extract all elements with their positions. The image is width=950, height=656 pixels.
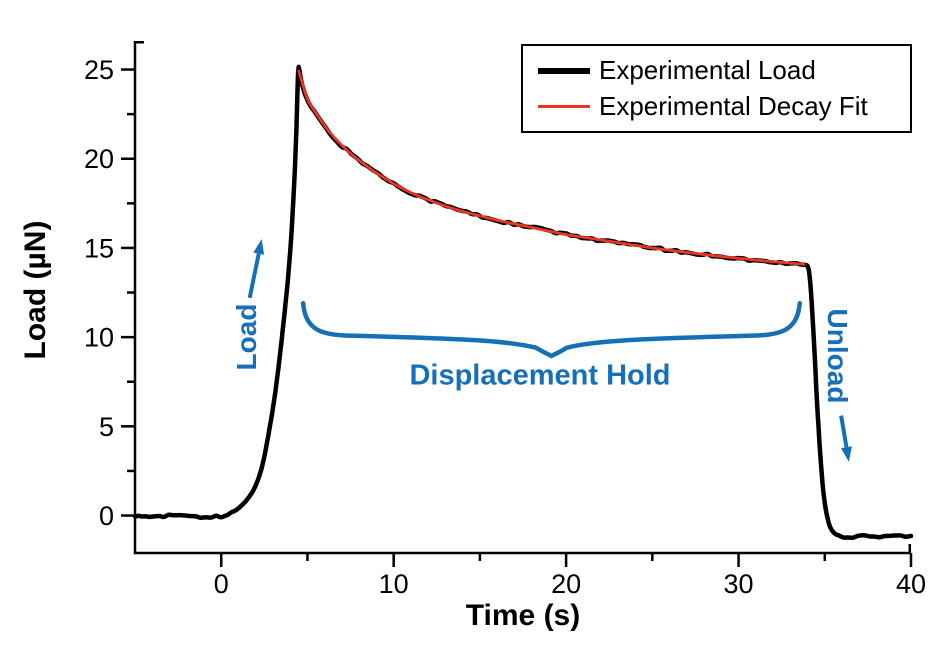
x-tick-label: 30 (724, 569, 754, 599)
legend: Experimental Load Experimental Decay Fit (521, 44, 912, 133)
y-tick-label: 0 (99, 501, 114, 531)
legend-entry-decay-fit: Experimental Decay Fit (523, 89, 910, 125)
legend-label-decay-fit: Experimental Decay Fit (599, 91, 868, 121)
load-arrow-shaft (247, 253, 261, 299)
legend-line-sample-decay-fit (538, 105, 590, 108)
legend-label-experimental-load: Experimental Load (599, 55, 816, 85)
y-axis-title: Load (µN) (19, 220, 52, 360)
annotation-unload-label: Unload (822, 308, 853, 404)
axis-end-caps (135, 40, 912, 553)
hold-brace (300, 300, 803, 359)
annotation-load-label: Load (231, 303, 262, 371)
y-tick-label: 20 (84, 144, 114, 174)
y-tick-label: 15 (84, 233, 114, 263)
annotation-displacement-hold-label: Displacement Hold (409, 359, 671, 392)
load-arrow-head (253, 239, 265, 255)
decay-fit-curve (297, 69, 806, 266)
unload-arrow-shaft (839, 415, 849, 448)
x-tick-label: 20 (551, 569, 581, 599)
unload-arrow-head (841, 446, 852, 462)
x-tick-label: 40 (896, 569, 926, 599)
x-axis-title: Time (s) (465, 599, 581, 632)
x-tick-label: 10 (379, 569, 409, 599)
experimental-load-curve (132, 64, 914, 541)
y-tick-label: 25 (84, 55, 114, 85)
legend-entry-experimental-load: Experimental Load (523, 53, 910, 89)
legend-line-sample-experimental-load (538, 67, 590, 74)
x-tick-label: 0 (214, 569, 229, 599)
y-tick-label: 5 (99, 412, 114, 442)
y-tick-label: 10 (84, 323, 114, 353)
